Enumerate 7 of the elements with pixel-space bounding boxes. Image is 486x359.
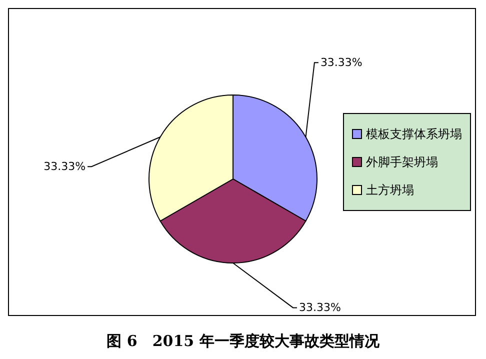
legend-label: 外脚手架坍塌 bbox=[366, 154, 438, 170]
text: 图 6 2015 年一季度较大事故类型情况 bbox=[106, 332, 380, 351]
data-label: 33.33% bbox=[299, 301, 341, 314]
data-label: 33.33% bbox=[320, 56, 362, 70]
legend-label: 模板支撑体系坍塌 bbox=[366, 126, 462, 142]
legend-label: 土方坍塌 bbox=[366, 182, 414, 198]
data-label: 33.33% bbox=[44, 160, 86, 174]
